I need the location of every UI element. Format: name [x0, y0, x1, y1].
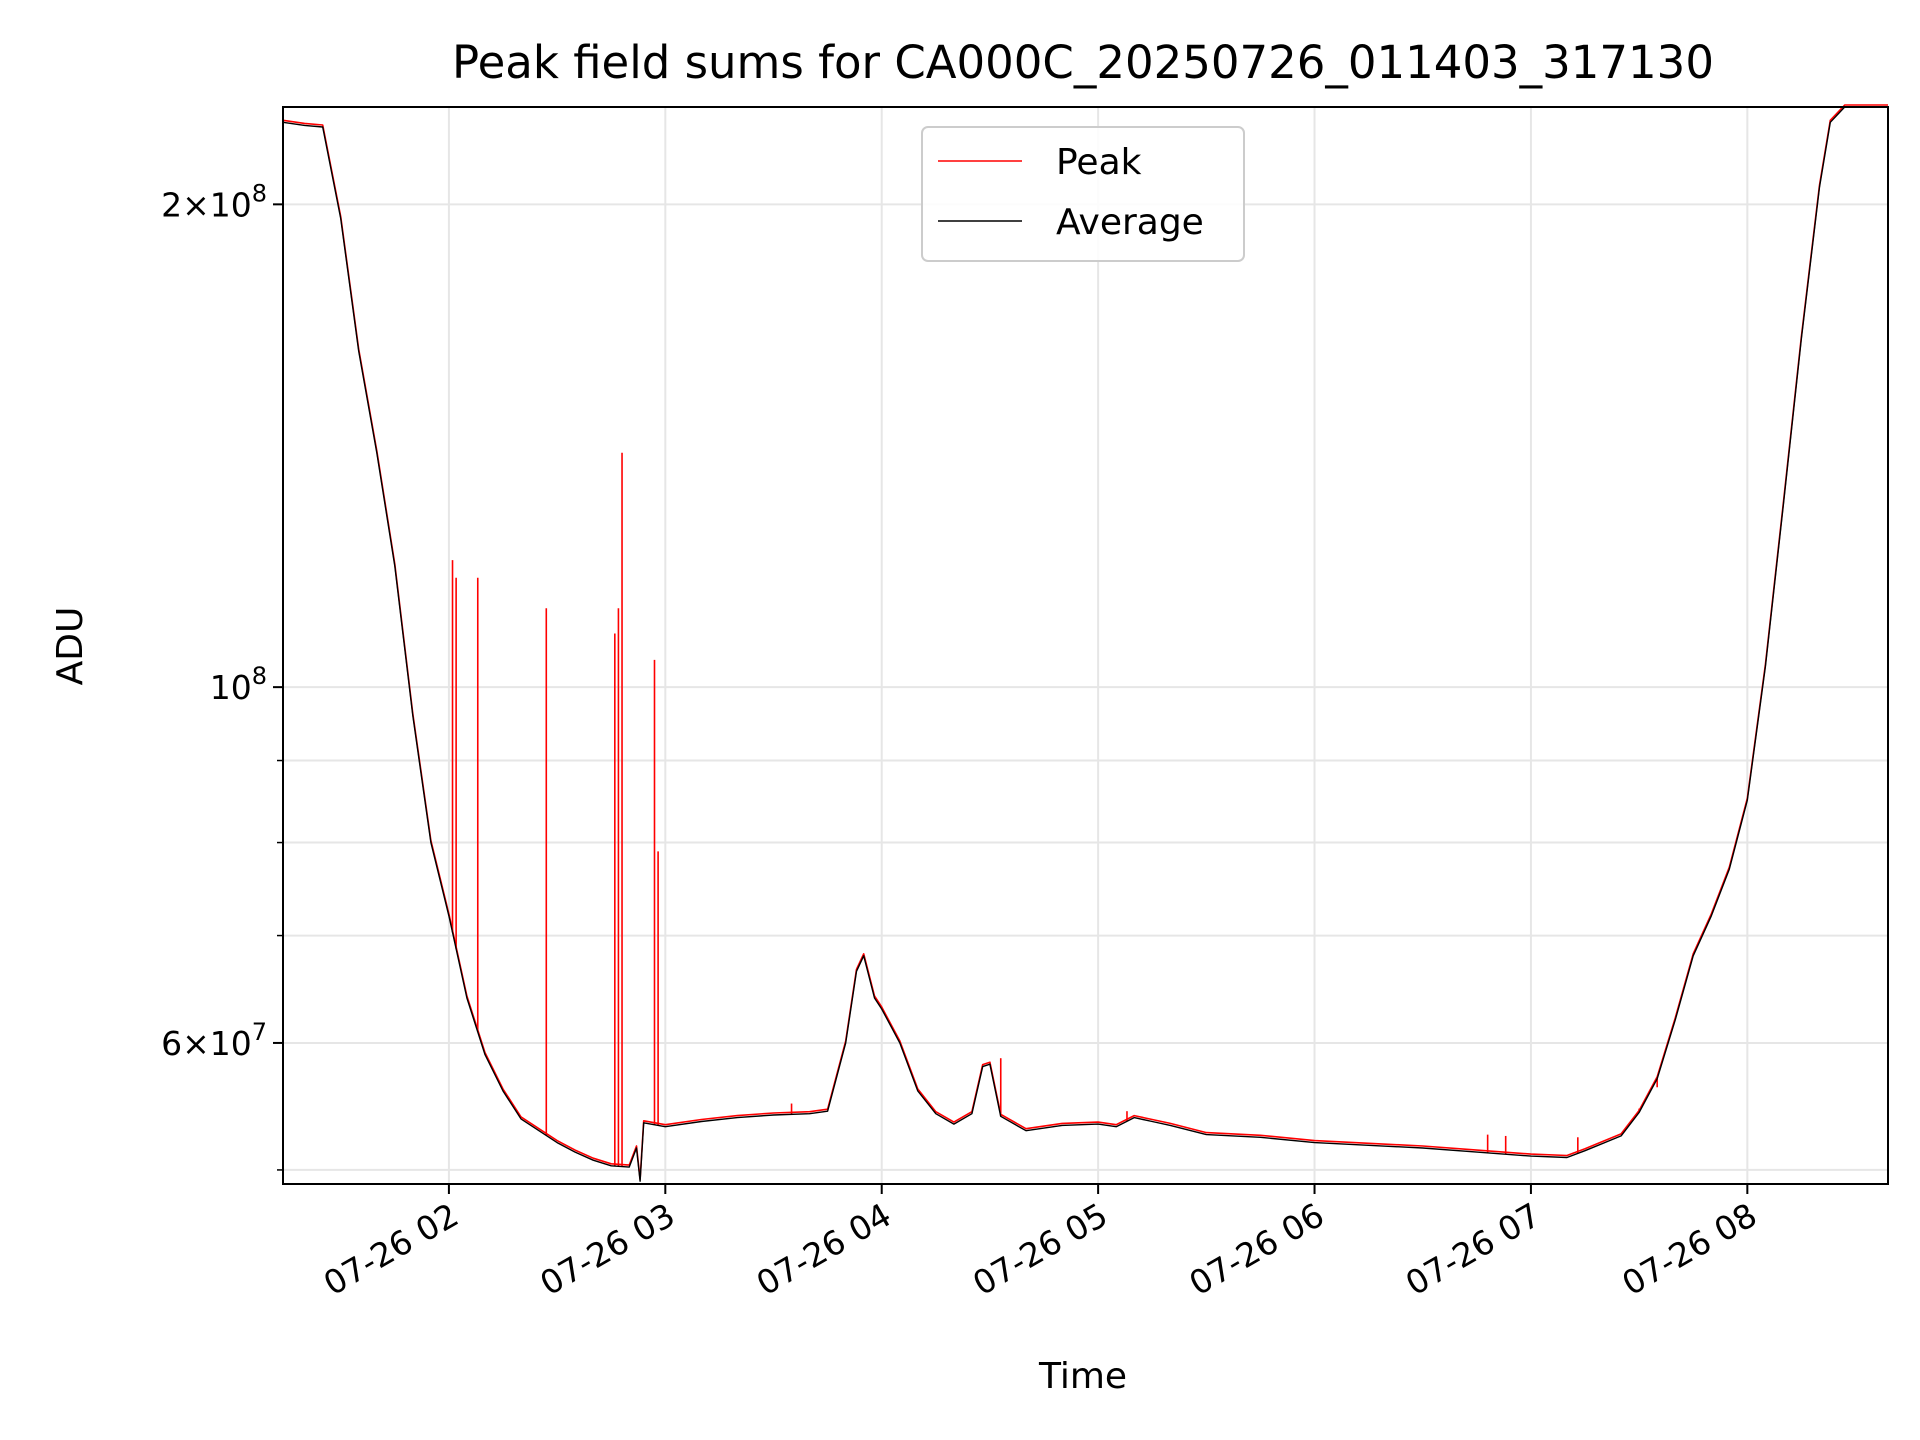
grid [283, 107, 1888, 1184]
y-tick-exponent: 7 [252, 1018, 267, 1046]
peak-line [282, 104, 1888, 1180]
chart-title: Peak field sums for CA000C_20250726_0114… [452, 36, 1714, 89]
x-axis-label: Time [1038, 1356, 1127, 1397]
x-tick-label: 07-26 03 [533, 1195, 681, 1303]
x-tick-label: 07-26 07 [1399, 1195, 1547, 1303]
y-tick-exponent: 8 [252, 662, 267, 690]
y-tick-label: 6×107 [161, 1018, 267, 1063]
x-tick-label: 07-26 06 [1183, 1195, 1331, 1303]
series-layer [282, 104, 1888, 1182]
ticks: 07-26 02 07-26 03 07-26 04 07-26 05 07-26 06… [161, 179, 1763, 1303]
plot-frame [282, 106, 1889, 1185]
y-tick-exponent: 8 [252, 179, 267, 207]
legend: Peak Average [921, 126, 1245, 262]
y-tick-label: 108 [210, 662, 267, 707]
x-tick-label: 07-26 05 [966, 1195, 1114, 1303]
legend-label-average: Average [1056, 202, 1204, 243]
average-line [282, 106, 1888, 1182]
legend-label-peak: Peak [1056, 142, 1142, 183]
y-axis-label: ADU [50, 607, 91, 686]
x-tick-label: 07-26 02 [317, 1195, 465, 1303]
x-tick-label: 07-26 04 [750, 1195, 898, 1303]
y-tick-label: 2×108 [161, 179, 267, 224]
x-tick-label: 07-26 08 [1615, 1195, 1763, 1303]
